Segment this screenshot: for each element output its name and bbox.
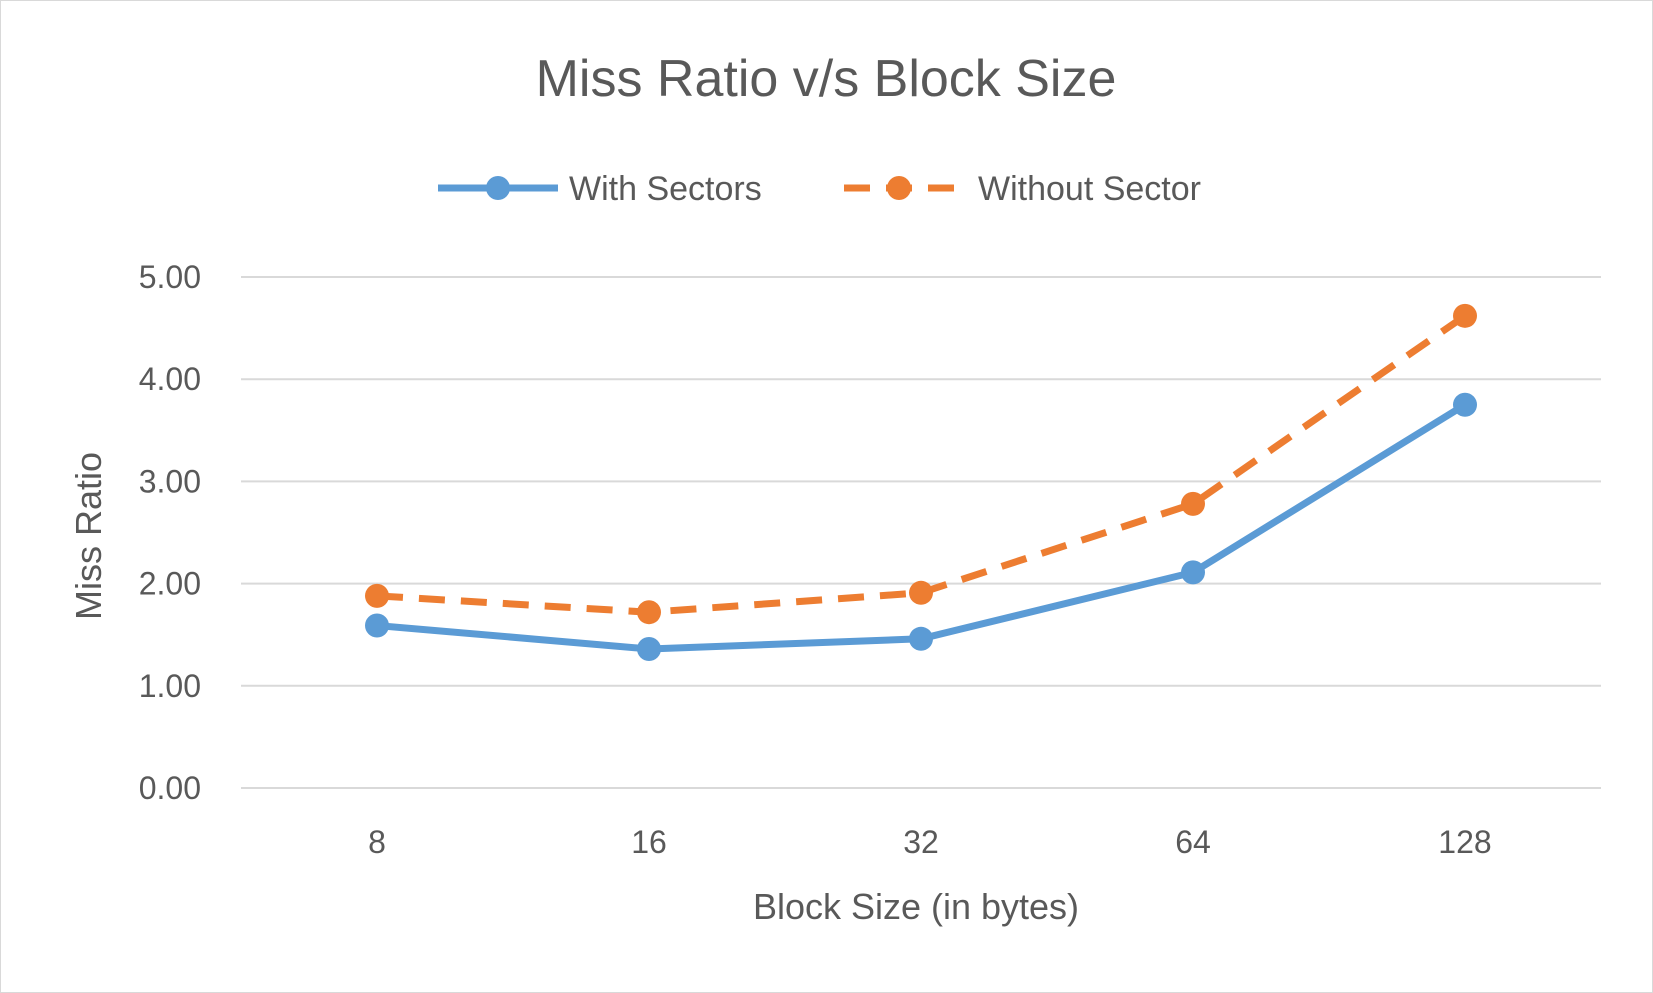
gridlines — [241, 276, 1601, 789]
series-layer — [365, 303, 1477, 662]
data-point — [637, 600, 661, 625]
data-point — [909, 580, 933, 605]
y-axis-ticks: 0.00 1.00 2.00 3.00 4.00 5.00 — [139, 259, 201, 806]
y-tick-label: 4.00 — [139, 361, 201, 397]
y-tick-label: 5.00 — [139, 259, 201, 295]
x-axis-title: Block Size (in bytes) — [753, 886, 1079, 927]
legend-marker — [887, 176, 911, 200]
legend: With Sectors Without Sector — [438, 170, 1201, 208]
legend-label: Without Sector — [978, 170, 1201, 208]
series-line — [376, 401, 1467, 653]
y-tick-label: 2.00 — [139, 566, 201, 602]
data-point — [1453, 303, 1477, 328]
x-tick-label: 64 — [1175, 824, 1211, 860]
data-point — [1181, 560, 1205, 585]
data-point — [637, 637, 661, 662]
chart-title: Miss Ratio v/s Block Size — [536, 50, 1117, 108]
x-tick-label: 8 — [368, 824, 386, 860]
data-point — [1453, 392, 1477, 417]
series-without-sector — [365, 303, 1477, 625]
data-point — [1181, 491, 1205, 516]
y-axis-title: Miss Ratio — [68, 452, 109, 620]
data-point — [365, 613, 389, 638]
legend-item: Without Sector — [844, 170, 1201, 208]
y-tick-label: 3.00 — [139, 463, 201, 499]
legend-marker — [486, 176, 510, 200]
y-tick-label: 0.00 — [139, 770, 201, 806]
x-tick-label: 32 — [903, 824, 939, 860]
x-tick-label: 128 — [1438, 824, 1491, 860]
data-point — [365, 583, 389, 608]
legend-item: With Sectors — [438, 170, 762, 208]
y-tick-label: 1.00 — [139, 668, 201, 704]
series-with-sectors — [365, 392, 1477, 662]
x-axis-ticks: 8 16 32 64 128 — [368, 824, 1492, 860]
data-point — [909, 626, 933, 651]
legend-label: With Sectors — [569, 170, 762, 208]
x-tick-label: 16 — [631, 824, 667, 860]
series-line — [376, 312, 1467, 616]
